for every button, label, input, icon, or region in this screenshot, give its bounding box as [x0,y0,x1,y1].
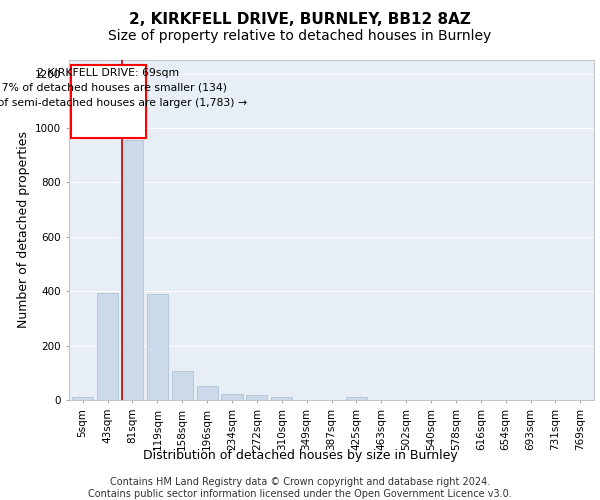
Text: 2 KIRKFELL DRIVE: 69sqm
← 7% of detached houses are smaller (134)
93% of semi-de: 2 KIRKFELL DRIVE: 69sqm ← 7% of detached… [0,68,247,108]
Bar [271,398,292,400]
Bar [172,372,193,400]
Bar [346,396,367,400]
Bar [197,386,218,400]
Bar [246,394,268,400]
Text: Size of property relative to detached houses in Burnley: Size of property relative to detached ho… [109,29,491,43]
Text: 2, KIRKFELL DRIVE, BURNLEY, BB12 8AZ: 2, KIRKFELL DRIVE, BURNLEY, BB12 8AZ [129,12,471,28]
Bar [97,292,118,400]
Bar [72,398,93,400]
Bar [122,140,143,400]
Text: Contains HM Land Registry data © Crown copyright and database right 2024.
Contai: Contains HM Land Registry data © Crown c… [88,478,512,499]
Bar [147,294,168,400]
Text: Distribution of detached houses by size in Burnley: Distribution of detached houses by size … [143,450,457,462]
Bar [221,394,242,400]
FancyBboxPatch shape [71,66,146,138]
Y-axis label: Number of detached properties: Number of detached properties [17,132,29,328]
